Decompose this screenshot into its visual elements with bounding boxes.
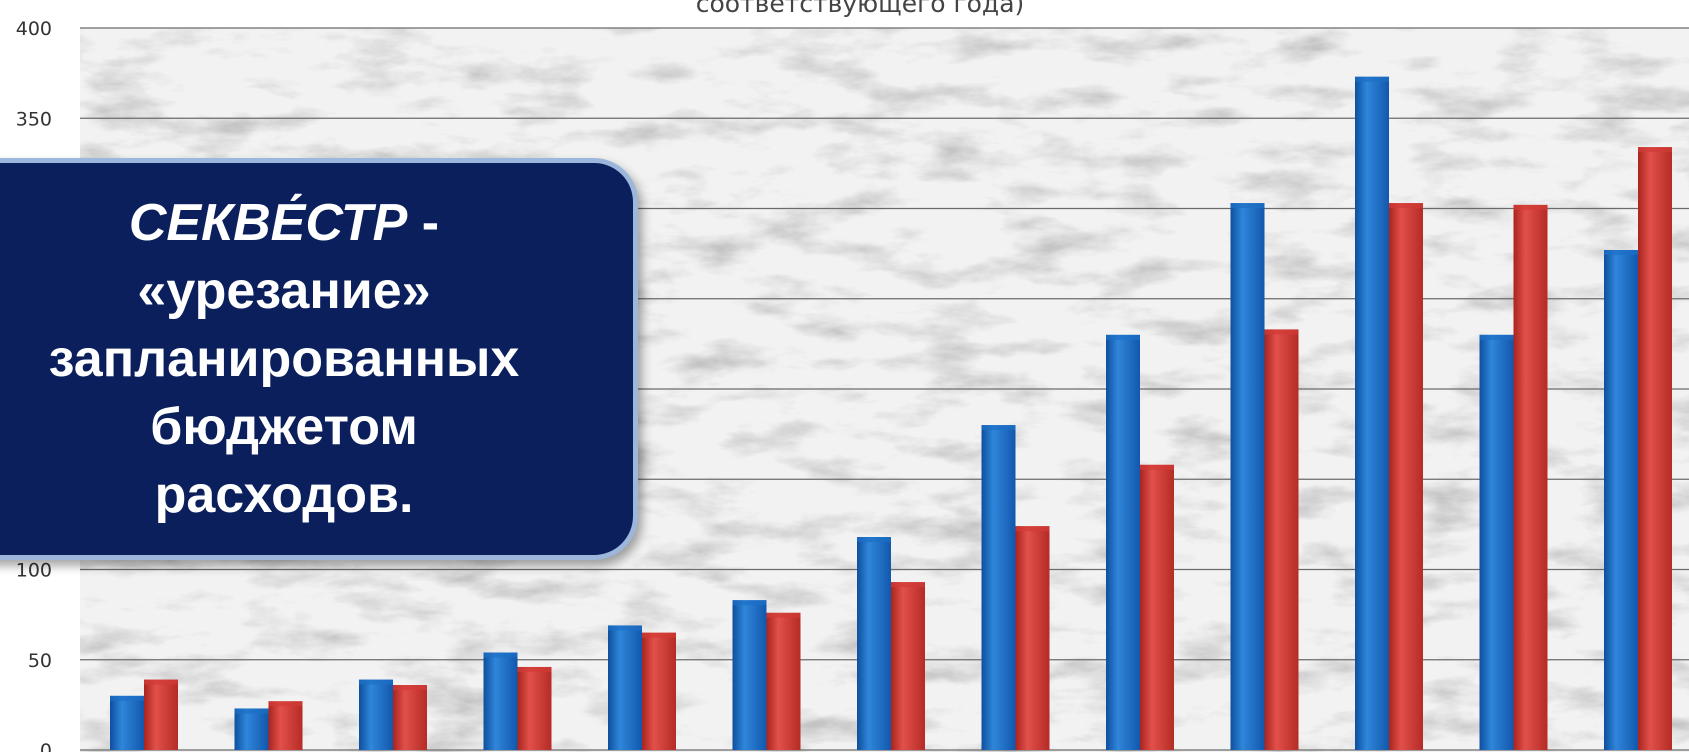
bar-cap — [1604, 250, 1638, 256]
chart-title: соответствующего года) — [696, 0, 1025, 18]
bar-red — [1389, 203, 1423, 750]
bar-red — [268, 701, 303, 750]
callout-dash: - — [407, 194, 440, 252]
bar-cap — [857, 537, 891, 543]
bar-blue — [1604, 250, 1638, 750]
sequester-callout: СЕКВЕ́СТР - «урезание» запланированных б… — [0, 158, 638, 560]
bar-cap — [1106, 334, 1140, 340]
bar-cap — [144, 679, 178, 685]
bar-cap — [1230, 203, 1265, 209]
bar-blue — [359, 679, 393, 750]
bar-blue — [234, 708, 269, 750]
bar-blue — [1230, 203, 1265, 750]
bar-red — [517, 666, 552, 750]
bar-cap — [766, 612, 801, 618]
bar-red — [144, 679, 178, 750]
bar-series — [110, 76, 1672, 751]
bar-red — [1513, 204, 1548, 750]
bar-blue — [981, 425, 1016, 750]
callout-term: СЕКВЕ́СТР — [128, 194, 408, 252]
bar-cap — [1479, 334, 1514, 340]
bar-cap — [359, 679, 393, 685]
bar-red — [1638, 147, 1672, 750]
bar-red — [766, 612, 801, 750]
bar-cap — [110, 695, 144, 701]
bar-blue — [857, 537, 891, 750]
bar-cap — [517, 666, 552, 672]
bar-cap — [642, 632, 676, 638]
bar-cap — [1140, 464, 1174, 470]
callout-line-1: «урезание» — [137, 262, 431, 320]
callout-heading: СЕКВЕ́СТР - — [129, 189, 439, 257]
bar-cap — [1355, 76, 1389, 82]
bar-cap — [732, 600, 767, 606]
bar-red — [891, 582, 925, 750]
bar-cap — [1389, 203, 1423, 209]
bar-blue — [110, 695, 144, 750]
bar-cap — [234, 708, 269, 714]
callout-line-4: расходов. — [154, 466, 414, 524]
bar-cap — [393, 685, 427, 691]
bar-cap — [1264, 329, 1299, 335]
y-tick-label: 400 — [16, 18, 52, 40]
bar-red — [1015, 526, 1050, 750]
y-tick-label: 350 — [16, 108, 52, 130]
callout-line-2: запланированных — [48, 330, 520, 388]
bar-blue — [1479, 334, 1514, 750]
bar-cap — [1015, 526, 1050, 532]
bar-cap — [1513, 204, 1548, 210]
bar-red — [642, 632, 676, 750]
bar-red — [393, 685, 427, 750]
bar-cap — [483, 652, 518, 658]
bar-red — [1264, 329, 1299, 750]
bar-blue — [1355, 76, 1389, 751]
y-tick-label: 50 — [28, 650, 52, 672]
bar-blue — [732, 600, 767, 750]
bar-cap — [268, 701, 303, 707]
bar-red — [1140, 464, 1174, 750]
bar-cap — [981, 425, 1016, 431]
callout-line-3: бюджетом — [150, 398, 418, 456]
y-tick-label: 100 — [16, 560, 52, 582]
bar-cap — [1638, 147, 1672, 153]
bar-cap — [608, 625, 642, 631]
bar-blue — [608, 625, 642, 750]
bar-blue — [1106, 334, 1140, 750]
bar-blue — [483, 652, 518, 750]
y-tick-label: 0 — [40, 740, 52, 752]
bar-cap — [891, 582, 925, 588]
